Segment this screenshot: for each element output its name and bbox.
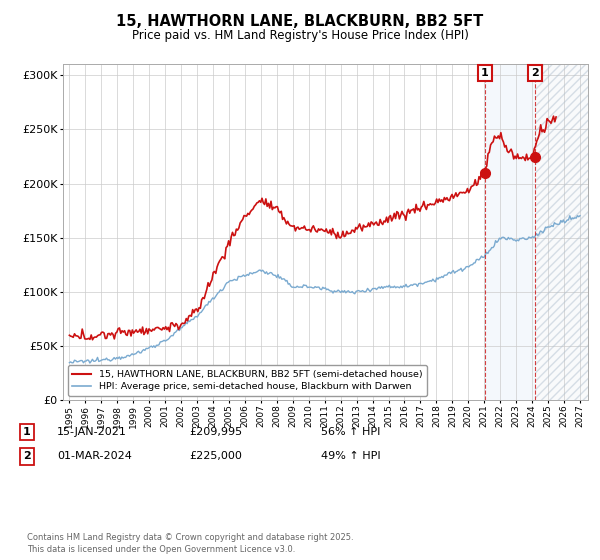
- Text: 1: 1: [23, 427, 31, 437]
- Text: Contains HM Land Registry data © Crown copyright and database right 2025.
This d: Contains HM Land Registry data © Crown c…: [27, 533, 353, 554]
- Text: 1: 1: [481, 68, 489, 78]
- Text: 56% ↑ HPI: 56% ↑ HPI: [321, 427, 380, 437]
- Text: £209,995: £209,995: [189, 427, 242, 437]
- Text: 2: 2: [531, 68, 539, 78]
- Text: Price paid vs. HM Land Registry's House Price Index (HPI): Price paid vs. HM Land Registry's House …: [131, 29, 469, 42]
- Text: 2: 2: [23, 451, 31, 461]
- Bar: [485, 64, 535, 400]
- Text: 15, HAWTHORN LANE, BLACKBURN, BB2 5FT: 15, HAWTHORN LANE, BLACKBURN, BB2 5FT: [116, 14, 484, 29]
- Legend: 15, HAWTHORN LANE, BLACKBURN, BB2 5FT (semi-detached house), HPI: Average price,: 15, HAWTHORN LANE, BLACKBURN, BB2 5FT (s…: [68, 365, 427, 396]
- Bar: [535, 64, 588, 400]
- Text: 49% ↑ HPI: 49% ↑ HPI: [321, 451, 380, 461]
- Text: £225,000: £225,000: [189, 451, 242, 461]
- Text: 15-JAN-2021: 15-JAN-2021: [57, 427, 127, 437]
- Bar: [535, 64, 588, 400]
- Text: 01-MAR-2024: 01-MAR-2024: [57, 451, 132, 461]
